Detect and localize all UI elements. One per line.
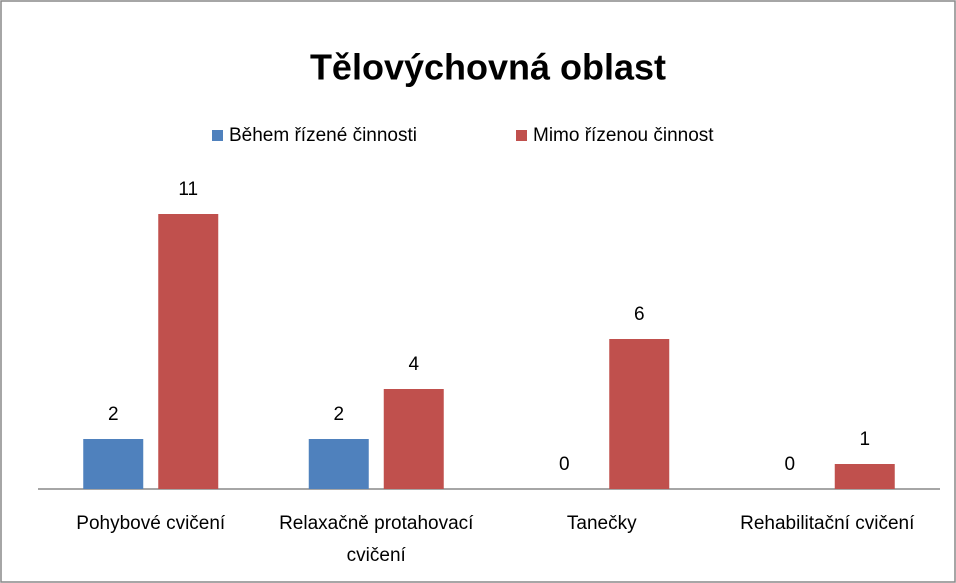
legend-label: Během řízené činnosti (229, 125, 417, 146)
legend-swatch (212, 130, 223, 141)
data-label: 2 (108, 404, 119, 425)
data-label: 1 (859, 429, 870, 450)
data-label: 4 (408, 354, 419, 375)
bar (609, 339, 670, 489)
bar (834, 464, 895, 489)
data-label: 11 (178, 179, 198, 200)
legend-swatch (516, 130, 527, 141)
data-label: 0 (559, 454, 570, 475)
chart-title: Tělovýchovná oblast (310, 47, 666, 88)
bar (83, 439, 144, 489)
legend-label: Mimo řízenou činnost (533, 125, 714, 146)
data-label: 0 (784, 454, 795, 475)
data-label: 2 (333, 404, 344, 425)
x-tick-label: Pohybové cvičení (76, 513, 226, 534)
x-tick-label: Rehabilitační cvičení (740, 513, 915, 534)
x-tick-label: Relaxačně protahovací cvičení (279, 513, 474, 566)
x-tick-label: Tanečky (566, 513, 637, 534)
data-label: 6 (634, 304, 645, 325)
bar (158, 214, 219, 489)
bar (308, 439, 369, 489)
bar (383, 389, 444, 489)
